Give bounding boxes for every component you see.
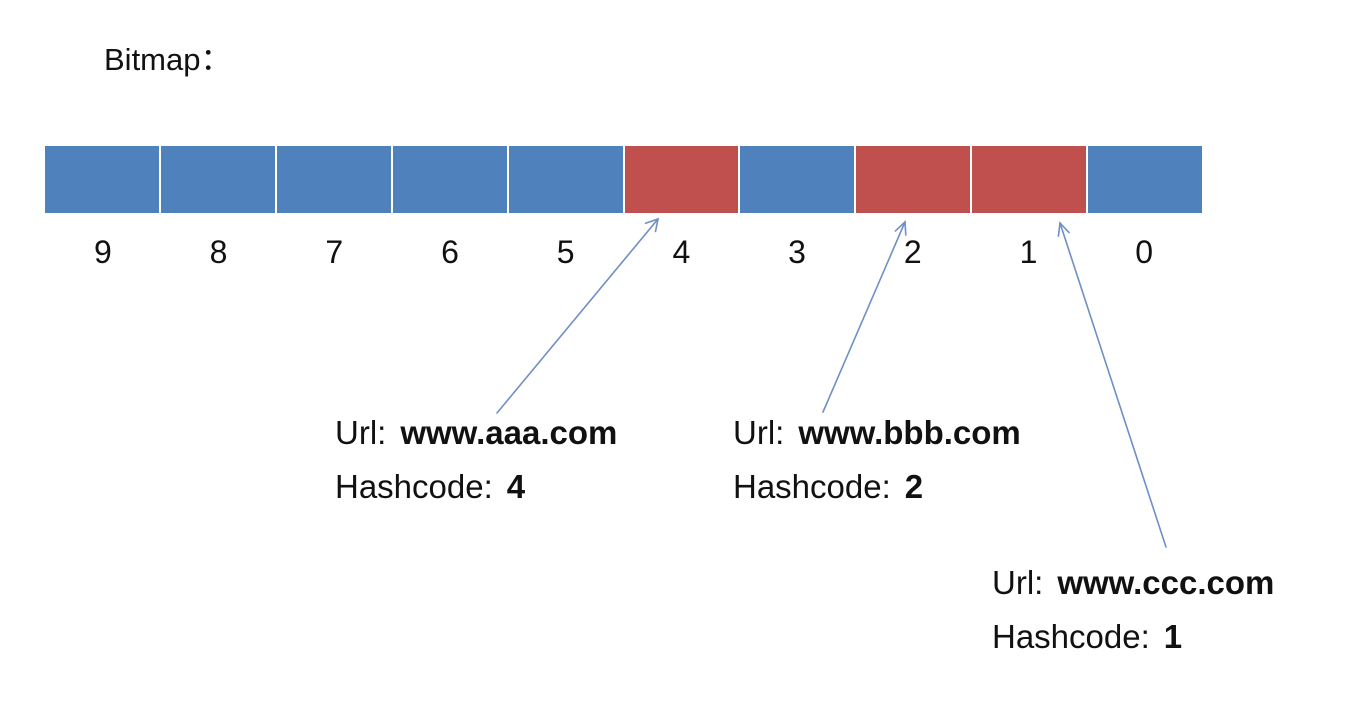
bitmap-cell-6 (392, 146, 509, 213)
url-value: www.aaa.com (400, 414, 618, 451)
bit-index-8: 8 (209, 234, 228, 270)
url-value: www.bbb.com (798, 414, 1021, 451)
url-line: Url: www.bbb.com (733, 406, 1021, 460)
bit-index-2: 2 (903, 234, 922, 270)
hashcode-value: 1 (1163, 618, 1183, 655)
diagram-title: Bitmap： (104, 42, 232, 77)
bitmap-row (45, 146, 1203, 213)
bit-index-6: 6 (441, 234, 459, 270)
url-value: www.ccc.com (1057, 564, 1275, 601)
hashcode-value: 4 (506, 468, 526, 505)
hashcode-label: Hashcode: (733, 468, 891, 505)
bitmap-cell-2 (856, 146, 973, 213)
bitmap-cell-9 (45, 146, 161, 213)
url-label: Url: (992, 564, 1044, 601)
bit-index-4: 4 (672, 234, 691, 270)
url-line: Url: www.ccc.com (992, 556, 1274, 610)
hashcode-line: Hashcode: 2 (733, 460, 1021, 514)
bitmap-cell-4 (624, 146, 741, 213)
bitmap-cell-8 (160, 146, 277, 213)
url-line: Url: www.aaa.com (335, 406, 617, 460)
bitmap-cell-3 (740, 146, 857, 213)
bitmap-cell-7 (276, 146, 393, 213)
bitmap-cell-1 (972, 146, 1089, 213)
entry-ccc: Url: www.ccc.com Hashcode: 1 (992, 556, 1274, 664)
hashcode-value: 2 (904, 468, 924, 505)
hashcode-line: Hashcode: 4 (335, 460, 617, 514)
bitmap-cell-0 (1088, 146, 1203, 213)
bit-index-5: 5 (556, 234, 575, 270)
hashcode-line: Hashcode: 1 (992, 610, 1274, 664)
hashcode-label: Hashcode: (335, 468, 493, 505)
bitmap-cell-5 (508, 146, 625, 213)
url-label: Url: (733, 414, 785, 451)
entry-bbb: Url: www.bbb.com Hashcode: 2 (733, 406, 1021, 514)
url-label: Url: (335, 414, 387, 451)
bit-index-9: 9 (93, 234, 112, 270)
hashcode-label: Hashcode: (992, 618, 1150, 655)
bit-index-3: 3 (788, 234, 806, 270)
bit-index-1: 1 (1019, 234, 1038, 270)
bit-index-7: 7 (325, 234, 344, 270)
entry-aaa: Url: www.aaa.com Hashcode: 4 (335, 406, 617, 514)
bit-index-0: 0 (1135, 234, 1154, 270)
bitmap-index-row: 9 8 7 6 5 4 3 2 1 0 (45, 230, 1202, 274)
